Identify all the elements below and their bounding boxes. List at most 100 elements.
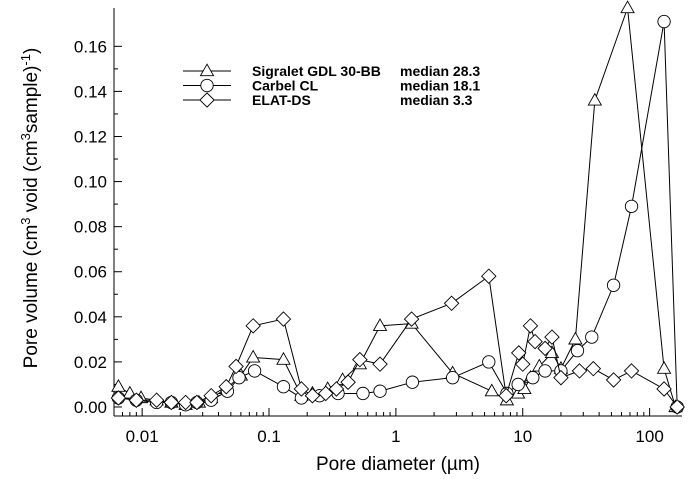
data-point	[605, 372, 622, 388]
y-axis-title: Pore volume (cm3 void (cm3sample)-1)	[18, 48, 43, 369]
axes	[113, 8, 682, 417]
legend-label: ELAT-DS	[252, 92, 311, 108]
data-point	[352, 351, 368, 368]
data-point	[656, 381, 672, 397]
legend-entry: ELAT-DS median 3.3	[183, 92, 473, 108]
legend-marker	[200, 78, 214, 93]
data-point	[498, 387, 514, 404]
data-point	[585, 330, 599, 344]
series-triangle	[111, 0, 683, 413]
data-point	[110, 390, 127, 406]
data-point	[620, 0, 635, 14]
data-point	[340, 374, 356, 390]
series-circle	[111, 14, 684, 414]
data-point	[624, 199, 639, 214]
data-point	[228, 358, 244, 375]
legend-median: median 18.1	[400, 78, 480, 94]
series-diamond	[110, 268, 685, 415]
data-point	[570, 343, 585, 358]
data-point	[317, 385, 334, 402]
y-title-part: sample)	[21, 66, 42, 134]
legend-marker	[199, 63, 215, 77]
data-point	[544, 329, 560, 345]
data-point	[537, 340, 553, 357]
data-point	[587, 92, 603, 106]
data-point	[484, 383, 500, 397]
data-point	[276, 351, 291, 365]
data-point	[522, 318, 539, 334]
data-point	[177, 394, 194, 411]
x-tick-label: 1	[391, 427, 400, 446]
y-tick-label: 0.00	[74, 398, 107, 417]
data-point	[514, 356, 531, 372]
y-title-part: 3	[18, 133, 33, 140]
y-tick-label: 0.14	[74, 82, 107, 101]
y-title-part: -1	[18, 54, 33, 66]
y-tick-label: 0.12	[74, 127, 107, 146]
x-axis-title: Pore diameter (µm)	[316, 454, 480, 475]
data-point	[276, 380, 291, 394]
data-point	[304, 387, 321, 404]
y-tick-label: 0.04	[74, 308, 107, 327]
y-title-part: Pore volume (cm	[21, 225, 42, 369]
data-point	[245, 349, 261, 363]
data-point	[510, 345, 527, 361]
data-point	[669, 399, 685, 415]
data-point	[372, 356, 388, 372]
data-point	[245, 318, 261, 334]
series-line	[118, 7, 676, 408]
x-tick-label: 10	[513, 427, 532, 446]
y-title-part: 3	[18, 217, 33, 224]
y-tick-label: 0.16	[74, 37, 107, 56]
legend-median: median 28.3	[400, 63, 480, 79]
data-point	[232, 371, 246, 385]
data-point	[606, 278, 621, 292]
data-point	[163, 394, 180, 411]
data-point	[538, 364, 552, 378]
data-point	[445, 371, 460, 385]
data-point	[372, 318, 388, 331]
data-point	[657, 14, 671, 29]
data-point	[203, 387, 219, 404]
legend: Sigralet GDL 30-BB median 28.3 Carbel CL me…	[183, 63, 480, 108]
data-point	[623, 363, 640, 379]
data-point	[128, 392, 145, 408]
series-layer	[110, 0, 685, 415]
data-point	[373, 384, 387, 398]
legend-label: Sigralet GDL 30-BB	[252, 63, 381, 79]
data-point	[403, 311, 420, 327]
data-point	[148, 392, 165, 408]
y-axis-ticks: 0.00 0.02 0.04 0.06 0.08 0.10 0.12 0.14 0.16	[74, 37, 122, 417]
legend-median: median 3.3	[400, 92, 473, 108]
data-point	[293, 381, 310, 397]
data-point	[511, 377, 525, 392]
legend-entry: Carbel CL median 18.1	[183, 78, 480, 94]
data-point	[553, 369, 569, 386]
legend-marker	[199, 92, 215, 108]
data-point	[526, 371, 540, 385]
data-point	[481, 268, 497, 285]
y-tick-label: 0.10	[74, 173, 107, 192]
y-title-part: void (cm	[21, 140, 42, 217]
data-point	[656, 360, 672, 374]
data-point	[189, 394, 205, 411]
series-line	[118, 21, 678, 408]
data-point	[356, 386, 370, 401]
data-point	[275, 311, 292, 327]
data-point	[247, 364, 262, 378]
x-tick-label: 0.1	[257, 427, 281, 446]
x-axis-ticks: 0.01 0.1 1 10 100	[113, 408, 664, 446]
data-point	[405, 375, 420, 389]
y-tick-label: 0.08	[74, 218, 107, 237]
legend-entry: Sigralet GDL 30-BB median 28.3	[183, 63, 480, 79]
x-tick-label: 0.01	[126, 427, 159, 446]
y-title-part: )	[21, 48, 42, 54]
legend-label: Carbel CL	[252, 78, 319, 94]
data-point	[443, 295, 460, 312]
data-point	[328, 381, 345, 397]
data-point	[571, 363, 588, 379]
y-tick-label: 0.06	[74, 263, 107, 282]
data-point	[585, 360, 602, 377]
data-point	[568, 331, 583, 345]
